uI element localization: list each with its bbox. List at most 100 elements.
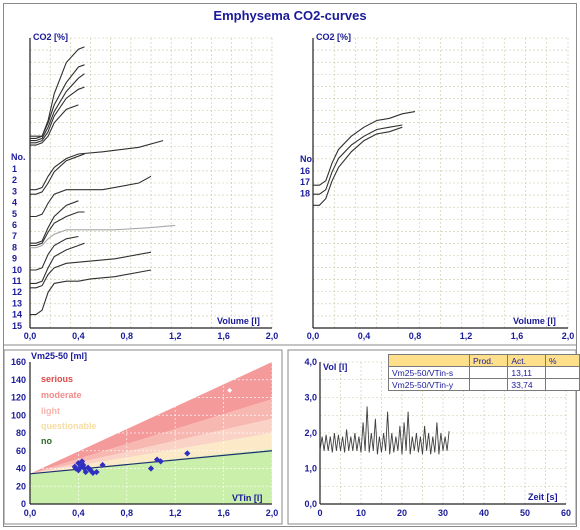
y-tick-label: 2,0 xyxy=(304,428,317,438)
curve-14 xyxy=(30,251,152,289)
chart-vm25-vtin: serious moderate light questionable no Vm25-5… xyxy=(11,351,278,518)
x-tick-label: 1,6 xyxy=(217,331,230,341)
regression-line xyxy=(29,450,273,475)
table-cell: Vm25-50/VTin-y xyxy=(387,378,471,391)
chart-co2-curves-right: CO2 [%] Volume [l] 0,0 0,4 0,8 1,2 1,6 2,0 No. 16… xyxy=(300,32,574,341)
curve-7 xyxy=(30,153,85,195)
legend-curve-number: 13 xyxy=(12,298,22,308)
x-tick-label: 1,2 xyxy=(169,508,182,518)
legend-curve-number: 1 xyxy=(12,164,17,174)
zone-questionable xyxy=(30,433,272,474)
curve-10 xyxy=(30,211,85,247)
y-axis-label: CO2 [%] xyxy=(316,32,351,42)
curve-3 xyxy=(30,73,85,142)
legend-curve-number: 12 xyxy=(12,287,22,297)
legend-curve-number: 7 xyxy=(12,231,17,241)
curve-11 xyxy=(30,224,176,249)
zone-label: questionable xyxy=(41,421,97,431)
table-header-cell xyxy=(387,354,471,367)
panel-bottom-right-border xyxy=(287,349,577,525)
curve-12 xyxy=(30,235,79,271)
x-tick-label: 0,8 xyxy=(121,331,134,341)
legend-curve-number: 5 xyxy=(12,209,17,219)
y-tick-label: 120 xyxy=(11,393,26,403)
x-tick-label: 0,0 xyxy=(24,508,37,518)
zone-light xyxy=(30,418,272,474)
zone-moderate xyxy=(30,399,272,474)
table-header-row: Prod. Act. % xyxy=(387,354,580,367)
y-tick-label: 40 xyxy=(16,464,26,474)
curve-17 xyxy=(313,124,403,195)
x-tick-label: 50 xyxy=(520,508,530,518)
x-tick-label: 0,8 xyxy=(409,331,422,341)
table-cell xyxy=(469,378,509,391)
zone-label: light xyxy=(41,406,60,416)
legend-title: No. xyxy=(300,154,315,164)
legend-curve-number: 16 xyxy=(300,166,310,176)
legend-curve-number: 4 xyxy=(12,198,17,208)
y-tick-label: 160 xyxy=(11,357,26,367)
zone-no xyxy=(30,449,272,504)
x-tick-label: 60 xyxy=(561,508,571,518)
x-tick-label: 0,4 xyxy=(72,508,85,518)
curve-15 xyxy=(30,269,152,316)
table-header-cell: Prod. xyxy=(469,354,509,367)
x-tick-label: 0,4 xyxy=(358,331,371,341)
legend-curve-number: 11 xyxy=(12,276,22,286)
legend-curve-number: 10 xyxy=(12,265,22,275)
curve-18 xyxy=(313,126,403,206)
legend-curve-number: 15 xyxy=(12,321,22,331)
table-cell xyxy=(544,378,580,391)
x-tick-label: 30 xyxy=(438,508,448,518)
legend-curve-number: 14 xyxy=(12,310,22,320)
x-tick-label: 0,0 xyxy=(307,331,320,341)
curve-1 xyxy=(30,46,85,137)
y-tick-label: 1,0 xyxy=(304,464,317,474)
legend-curve-number: 2 xyxy=(12,175,17,185)
x-tick-label: 1,6 xyxy=(217,508,230,518)
legend-curve-number: 18 xyxy=(300,188,310,198)
chart-co2-curves-left: CO2 [%] Volume [l] 0,0 0,4 0,8 1,2 1,6 2,0 No. 12… xyxy=(11,32,278,341)
y-tick-label: 4,0 xyxy=(304,357,317,367)
y-tick-label: 80 xyxy=(16,428,26,438)
legend-title: No. xyxy=(11,152,26,162)
legend-curve-number: 6 xyxy=(12,220,17,230)
table-cell xyxy=(544,366,580,379)
y-axis-label: Vol [l] xyxy=(323,362,347,372)
page-title: Emphysema CO2-curves xyxy=(213,8,367,23)
y-tick-label: 0,0 xyxy=(304,499,317,509)
curve-9 xyxy=(30,200,79,244)
table-cell xyxy=(469,366,509,379)
x-tick-label: 10 xyxy=(356,508,366,518)
x-tick-label: 1,6 xyxy=(511,331,524,341)
x-tick-label: 2,0 xyxy=(266,508,279,518)
x-axis-label: Zeit [s] xyxy=(528,492,558,502)
x-tick-label: 1,2 xyxy=(169,331,182,341)
x-axis-label: Volume [l] xyxy=(513,316,556,326)
x-tick-label: 0 xyxy=(317,508,322,518)
x-tick-label: 0,0 xyxy=(24,331,37,341)
table-cell: Vm25-50/VTin-s xyxy=(387,366,471,379)
curve-2 xyxy=(30,64,85,139)
legend-curve-number: 3 xyxy=(12,186,17,196)
data-point-outlier xyxy=(226,387,233,394)
y-tick-label: 140 xyxy=(11,375,26,385)
values-table: Prod. Act. % Vm25-50/VTin-s 13,11 Vm25-5… xyxy=(387,354,580,391)
curve-5 xyxy=(30,104,79,146)
curve-16 xyxy=(313,111,416,186)
table-cell: 33,74 xyxy=(507,378,546,391)
curve-4 xyxy=(30,86,85,144)
table-row: Vm25-50/VTin-y 33,74 xyxy=(387,378,580,391)
curve-6 xyxy=(30,140,164,191)
zone-label: serious xyxy=(41,374,73,384)
table-row: Vm25-50/VTin-s 13,11 xyxy=(387,366,580,379)
curve-8 xyxy=(30,175,152,218)
legend-curve-number: 8 xyxy=(12,242,17,252)
legend-curve-number: 9 xyxy=(12,254,17,264)
window-frame xyxy=(3,3,577,527)
zone-label: moderate xyxy=(41,390,82,400)
panel-bottom-left-border xyxy=(3,349,283,525)
y-tick-label: 100 xyxy=(11,410,26,420)
table-header-cell: Act. xyxy=(507,354,546,367)
x-tick-label: 1,2 xyxy=(460,331,473,341)
